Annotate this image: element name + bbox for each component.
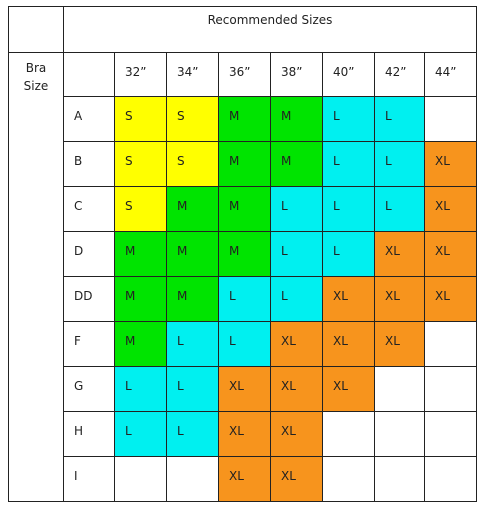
size-cell: XL (374, 276, 425, 322)
size-cell: L (270, 231, 323, 277)
size-cell: S (166, 141, 219, 187)
cup-header-blank (63, 52, 115, 97)
size-cell (322, 411, 375, 457)
size-header: 44” (424, 52, 477, 97)
cup-label: B (63, 141, 115, 187)
size-cell (374, 456, 425, 502)
size-cell: L (114, 366, 167, 412)
size-header: 36” (218, 52, 271, 97)
size-cell: M (218, 231, 271, 277)
size-cell: S (114, 141, 167, 187)
size-cell: M (218, 141, 271, 187)
size-cell: L (270, 276, 323, 322)
size-cell: L (322, 231, 375, 277)
cup-label: I (63, 456, 115, 502)
size-cell: XL (270, 321, 323, 367)
size-cell: M (114, 231, 167, 277)
size-cell (424, 411, 477, 457)
size-cell: M (166, 276, 219, 322)
size-cell: L (270, 186, 323, 232)
size-cell: L (374, 141, 425, 187)
size-cell: XL (424, 186, 477, 232)
size-cell: XL (270, 366, 323, 412)
cup-label: DD (63, 276, 115, 322)
size-cell (424, 366, 477, 412)
size-cell: XL (270, 411, 323, 457)
size-cell: L (322, 186, 375, 232)
size-header: 40” (322, 52, 375, 97)
cup-label: D (63, 231, 115, 277)
size-cell (374, 411, 425, 457)
size-cell: XL (424, 141, 477, 187)
size-cell: XL (270, 456, 323, 502)
size-cell: L (322, 141, 375, 187)
size-cell: XL (218, 456, 271, 502)
size-cell: L (374, 96, 425, 142)
size-cell: M (114, 276, 167, 322)
size-cell: M (114, 321, 167, 367)
cup-label: F (63, 321, 115, 367)
size-cell: M (218, 186, 271, 232)
size-cell: L (166, 321, 219, 367)
size-cell: XL (424, 276, 477, 322)
size-header: 38” (270, 52, 323, 97)
size-cell: S (114, 96, 167, 142)
size-cell: L (374, 186, 425, 232)
size-cell (322, 456, 375, 502)
size-cell (374, 366, 425, 412)
cup-label: G (63, 366, 115, 412)
corner-cell (8, 6, 64, 53)
size-header: 42” (374, 52, 425, 97)
size-cell: XL (424, 231, 477, 277)
size-cell: L (322, 96, 375, 142)
row-header: Bra Size (8, 52, 64, 502)
size-cell (424, 456, 477, 502)
size-cell: M (270, 96, 323, 142)
size-cell: S (166, 96, 219, 142)
size-cell: M (166, 186, 219, 232)
cup-label: H (63, 411, 115, 457)
size-cell (166, 456, 219, 502)
size-cell: M (270, 141, 323, 187)
size-cell (424, 321, 477, 367)
size-cell: XL (374, 321, 425, 367)
size-cell: XL (374, 231, 425, 277)
size-header: 34” (166, 52, 219, 97)
size-cell: L (114, 411, 167, 457)
size-cell: L (166, 411, 219, 457)
cup-label: C (63, 186, 115, 232)
size-cell: XL (218, 366, 271, 412)
size-cell: XL (218, 411, 271, 457)
size-cell: L (218, 321, 271, 367)
size-cell (114, 456, 167, 502)
cup-label: A (63, 96, 115, 142)
size-cell: S (114, 186, 167, 232)
row-header-text: Bra Size (23, 61, 49, 93)
size-cell: XL (322, 321, 375, 367)
size-cell (424, 96, 477, 142)
size-cell: XL (322, 276, 375, 322)
size-header: 32” (114, 52, 167, 97)
table-title: Recommended Sizes (63, 6, 477, 53)
size-cell: M (166, 231, 219, 277)
size-cell: M (218, 96, 271, 142)
size-cell: L (218, 276, 271, 322)
size-cell: XL (322, 366, 375, 412)
size-cell: L (166, 366, 219, 412)
